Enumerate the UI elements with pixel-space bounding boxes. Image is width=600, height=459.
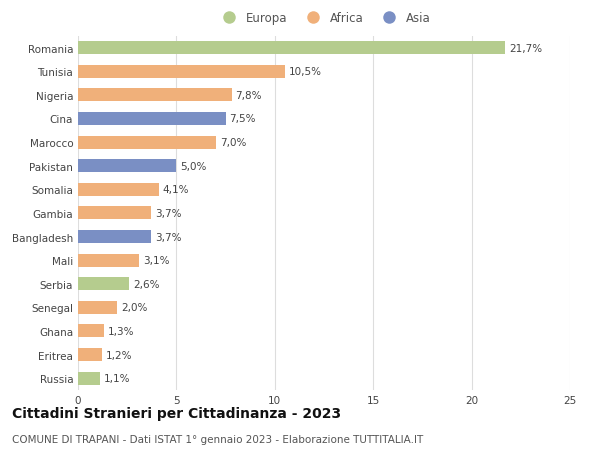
Text: 3,7%: 3,7%: [155, 232, 181, 242]
Text: 7,5%: 7,5%: [230, 114, 256, 124]
Text: 5,0%: 5,0%: [181, 161, 207, 171]
Text: Cittadini Stranieri per Cittadinanza - 2023: Cittadini Stranieri per Cittadinanza - 2…: [12, 406, 341, 420]
Bar: [78, 301, 118, 314]
Bar: [78, 372, 100, 385]
Text: 2,0%: 2,0%: [121, 302, 148, 313]
Bar: [78, 160, 176, 173]
Text: 7,8%: 7,8%: [235, 90, 262, 101]
Bar: [78, 254, 139, 267]
Bar: [78, 113, 226, 126]
Bar: [78, 89, 232, 102]
Bar: [78, 184, 158, 196]
Text: 4,1%: 4,1%: [163, 185, 189, 195]
Text: 3,7%: 3,7%: [155, 208, 181, 218]
Text: 2,6%: 2,6%: [133, 279, 160, 289]
Text: 1,3%: 1,3%: [107, 326, 134, 336]
Text: 10,5%: 10,5%: [289, 67, 322, 77]
Text: 7,0%: 7,0%: [220, 138, 246, 148]
Bar: [78, 278, 129, 291]
Text: 21,7%: 21,7%: [509, 44, 542, 54]
Text: 3,1%: 3,1%: [143, 256, 169, 266]
Text: 1,2%: 1,2%: [106, 350, 132, 360]
Bar: [78, 207, 151, 220]
Text: COMUNE DI TRAPANI - Dati ISTAT 1° gennaio 2023 - Elaborazione TUTTITALIA.IT: COMUNE DI TRAPANI - Dati ISTAT 1° gennai…: [12, 434, 423, 444]
Legend: Europa, Africa, Asia: Europa, Africa, Asia: [212, 7, 436, 30]
Bar: [78, 136, 216, 149]
Bar: [78, 42, 505, 55]
Text: 1,1%: 1,1%: [104, 373, 130, 383]
Bar: [78, 230, 151, 243]
Bar: [78, 348, 101, 361]
Bar: [78, 325, 104, 338]
Bar: [78, 66, 284, 78]
